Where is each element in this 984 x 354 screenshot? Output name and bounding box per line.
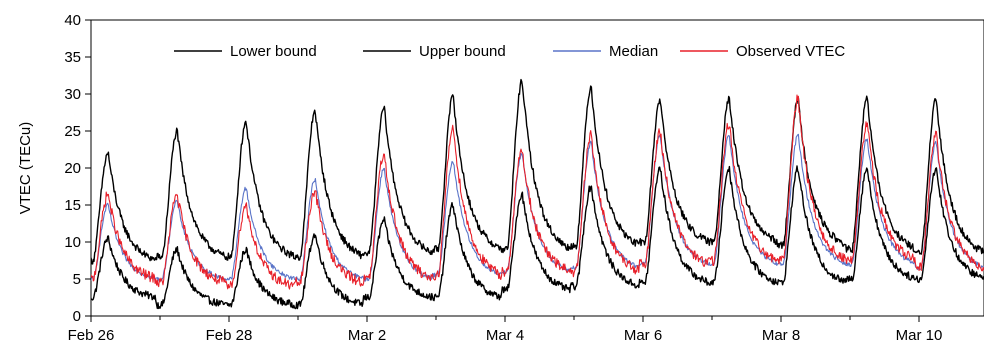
x-tick-label: Feb 26 [68, 327, 115, 344]
series-line-lower-bound [91, 165, 984, 310]
x-tick-label: Mar 10 [896, 327, 943, 344]
y-axis-title: VTEC (TECu) [17, 122, 34, 215]
series-layer [91, 78, 984, 310]
legend-label-3: Median [609, 43, 658, 60]
x-tick-label: Mar 2 [348, 327, 386, 344]
y-tick-label: 10 [64, 234, 81, 251]
y-tick-label: 0 [73, 308, 81, 325]
legend-label-2: Upper bound [419, 43, 506, 60]
legend: Lower bound Upper bound Median Observed VTE… [174, 43, 845, 60]
y-tick-label: 35 [64, 49, 81, 66]
x-tick-label: Mar 4 [486, 327, 524, 344]
y-tick-label: 5 [73, 271, 81, 288]
series-line-observed-vtec [91, 94, 984, 290]
x-tick-label: Mar 6 [624, 327, 662, 344]
x-axis: Feb 26 Feb 28 Mar 2 Mar 4 Mar 6 Mar 8 Mar 10 [68, 316, 943, 344]
plot-frame [90, 19, 984, 317]
y-tick-label: 20 [64, 160, 81, 177]
legend-label-1: Lower bound [230, 43, 317, 60]
y-axis: 0 5 10 15 20 25 30 35 40 [64, 12, 91, 325]
x-tick-label: Feb 28 [206, 327, 253, 344]
y-tick-label: 15 [64, 197, 81, 214]
x-tick-label: Mar 8 [762, 327, 800, 344]
series-line-median [91, 133, 984, 282]
y-tick-label: 30 [64, 86, 81, 103]
y-tick-label: 40 [64, 12, 81, 29]
legend-label-4: Observed VTEC [736, 43, 845, 60]
series-line-upper-bound [91, 78, 984, 265]
y-tick-label: 25 [64, 123, 81, 140]
